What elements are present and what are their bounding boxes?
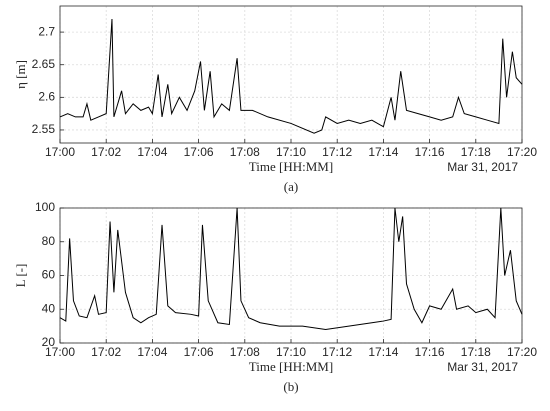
x-tick-label: 17:18 [461,345,491,359]
x-axis-label: Time [HH:MM] [249,359,333,374]
x-tick-label: 17:12 [322,345,352,359]
panel-label: (a) [284,179,298,194]
date-annotation: Mar 31, 2017 [447,360,518,374]
y-tick-label: 2.65 [32,57,56,71]
x-tick-label: 17:08 [230,345,260,359]
plot-frame [59,5,523,144]
x-tick-label: 17:18 [461,145,491,159]
x-tick-label: 17:12 [322,145,352,159]
x-tick-label: 17:14 [368,345,398,359]
x-tick-label: 17:02 [91,345,121,359]
y-tick-label: 40 [42,301,56,315]
y-tick-label: 2.7 [38,24,55,38]
x-tick-label: 17:06 [184,145,214,159]
x-tick-label: 17:20 [507,345,537,359]
x-tick-label: 17:20 [507,145,537,159]
y-tick-label: 80 [42,234,56,248]
x-tick-label: 17:00 [45,145,75,159]
y-tick-label: 2.55 [32,122,56,136]
data-line [59,19,523,134]
x-tick-label: 17:04 [137,145,167,159]
panel-label: (b) [283,379,298,394]
y-tick-label: 2.6 [38,90,55,104]
y-tick-label: 100 [35,200,55,214]
date-annotation: Mar 31, 2017 [447,160,518,174]
x-tick-label: 17:02 [91,145,121,159]
y-axis-label: L [-] [13,264,28,288]
y-tick-label: 60 [42,268,56,282]
x-tick-label: 17:04 [137,345,167,359]
plot-frame [59,207,523,344]
x-tick-label: 17:14 [368,145,398,159]
x-tick-label: 17:10 [276,345,306,359]
x-axis-label: Time [HH:MM] [249,159,333,174]
x-tick-label: 17:10 [276,145,306,159]
y-axis-label: η [m] [13,60,28,89]
x-tick-label: 17:00 [45,345,75,359]
x-tick-label: 17:08 [230,145,260,159]
x-tick-label: 17:16 [415,145,445,159]
x-tick-label: 17:16 [415,345,445,359]
data-line [59,207,523,331]
y-tick-label: 20 [42,335,56,349]
x-tick-label: 17:06 [184,345,214,359]
